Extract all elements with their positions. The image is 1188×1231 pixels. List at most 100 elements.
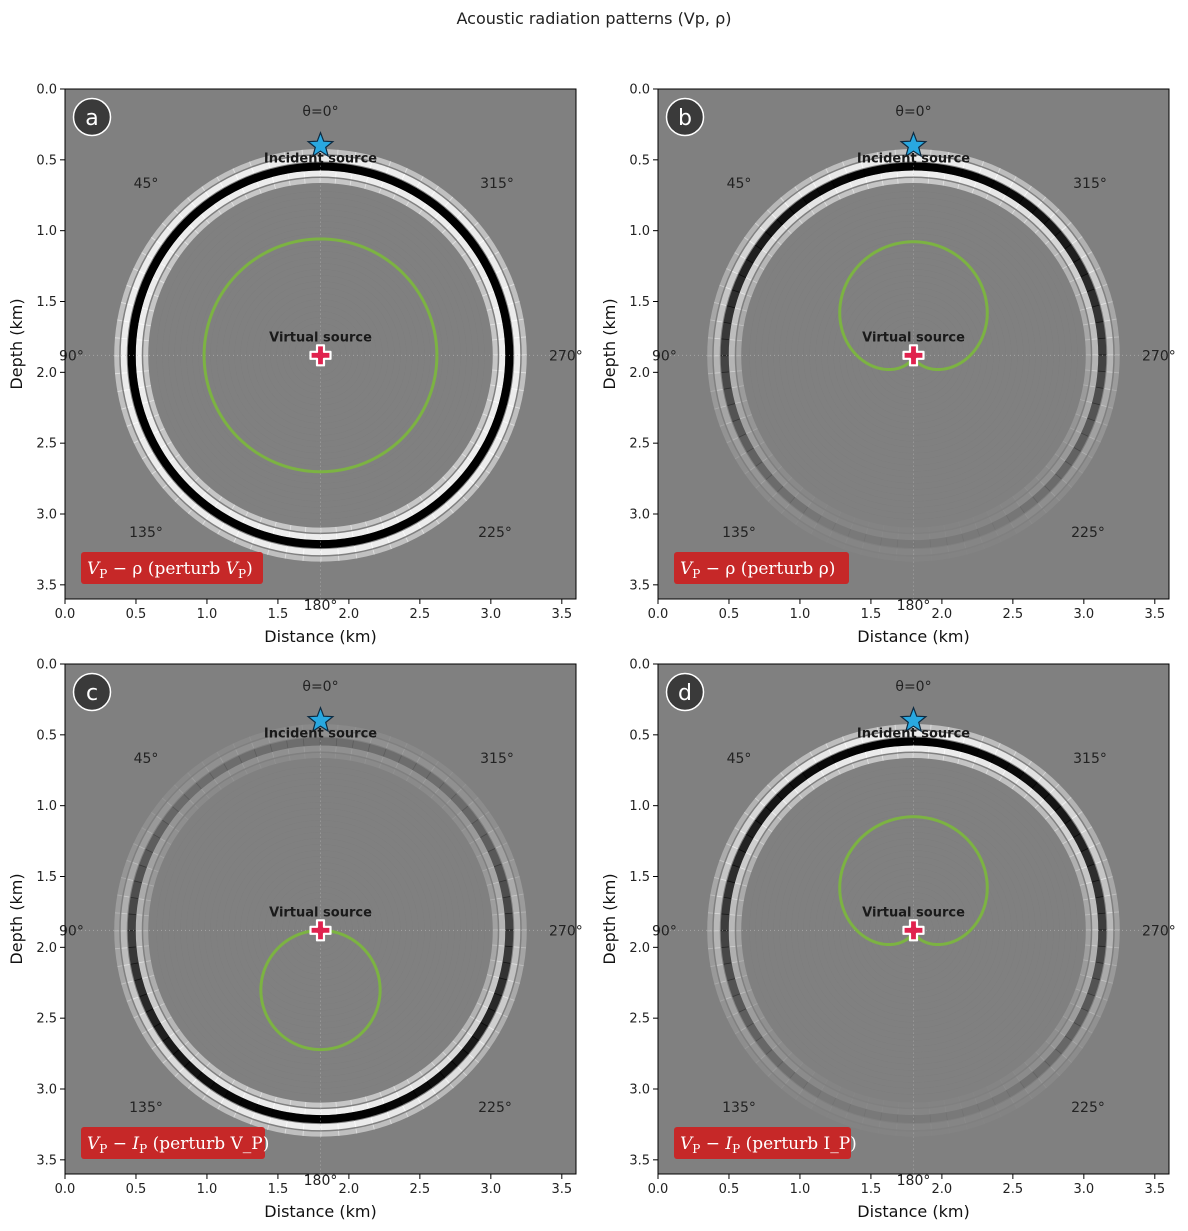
wavefront-segment <box>404 742 424 757</box>
wavefront-segment <box>114 355 121 375</box>
wavefront-segment <box>145 960 155 977</box>
wavefront-segment <box>744 470 760 489</box>
wavefront-segment <box>1102 858 1113 879</box>
wavefront-segment <box>802 1081 822 1098</box>
wavefront-segment <box>1055 1035 1072 1055</box>
wavefront-segment <box>729 945 738 964</box>
y-tick-label: 1.5 <box>629 870 650 885</box>
texture-ring <box>797 814 1030 1047</box>
wavefront-segment <box>474 1045 490 1063</box>
wavefront-segment <box>135 355 143 373</box>
texture-ring <box>258 293 383 418</box>
wavefront-segment <box>845 537 865 549</box>
wavefront-segment <box>1089 322 1098 340</box>
y-axis-label: Depth (km) <box>600 298 619 389</box>
wavefront-segment <box>731 882 741 901</box>
wavefront-segment <box>707 912 713 932</box>
wavefront-segment <box>1077 236 1093 255</box>
x-tick-label: 3.0 <box>1073 607 1094 622</box>
wavefront-segment <box>498 929 506 947</box>
caption-segment: V <box>87 559 101 579</box>
wavefront-segment <box>766 197 785 214</box>
wavefront-segment <box>1075 990 1088 1009</box>
wavefront-segment <box>195 772 215 790</box>
wavefront-segment <box>143 370 151 387</box>
wavefront-segment <box>121 320 130 340</box>
wavefront-segment <box>767 1072 785 1089</box>
wavefront-segment <box>303 548 322 556</box>
wavefront-segment <box>755 1036 773 1055</box>
wavefront-segment <box>777 485 796 504</box>
wavefront-segment <box>959 523 978 534</box>
wavefront-segment <box>138 386 149 404</box>
texture-ring <box>809 251 1018 460</box>
wavefront-segment <box>1087 402 1100 422</box>
wavefront-segment <box>878 1131 897 1133</box>
wavefront-segment <box>842 156 862 167</box>
angle-label-t90: 90° <box>59 348 84 364</box>
wavefront-segment <box>1067 1045 1083 1063</box>
texture-ring <box>869 886 958 975</box>
wavefront-segment <box>446 799 463 816</box>
wavefront-segment <box>898 529 914 530</box>
wavefront-segment <box>732 993 747 1013</box>
wavefront-segment <box>752 428 765 445</box>
wavefront-segment <box>997 167 1017 182</box>
wavefront-segment <box>739 991 752 1010</box>
angle-label-t135: 135° <box>722 1100 756 1116</box>
wavefront-segment <box>114 930 121 950</box>
wavefront-segment <box>1034 229 1050 245</box>
wavefront-segment <box>166 1016 180 1033</box>
wavefront-segment <box>302 1130 322 1137</box>
wavefront-segment <box>847 528 867 542</box>
wavefront-segment <box>720 355 730 373</box>
texture-ring <box>755 197 1072 514</box>
texture-ring <box>294 904 347 957</box>
wavefront-segment <box>511 894 520 914</box>
wavefront-segment <box>272 1103 291 1113</box>
wavefront-segment <box>468 801 485 820</box>
wavefront-segment <box>864 173 883 183</box>
wavefront-segment <box>1095 267 1108 287</box>
wavefront-segment <box>227 762 245 776</box>
angle-label-t225: 225° <box>478 525 512 541</box>
incident-source-label: Incident source <box>857 727 970 742</box>
x-tick-label: 0.5 <box>126 1182 147 1197</box>
wavefront-segment <box>746 280 758 298</box>
wavefront-segment <box>736 945 744 962</box>
wavefront-segment <box>114 319 123 339</box>
incident-source-star-icon <box>306 705 335 733</box>
wavefront-segment <box>723 305 736 325</box>
x-axis-label: Distance (km) <box>264 1202 376 1221</box>
wavefront-segment <box>714 859 725 880</box>
wavefront-segment <box>1075 868 1085 886</box>
wavefront-segment <box>287 746 305 755</box>
texture-ring <box>264 299 377 412</box>
wavefront-segment <box>1100 388 1111 408</box>
texture-ring <box>851 293 976 418</box>
wavefront-segment <box>496 370 505 388</box>
wavefront-segment <box>1080 992 1095 1012</box>
wavefront-segment <box>716 878 727 898</box>
wavefront-segment <box>336 537 355 548</box>
wavefront-segment <box>896 1123 915 1131</box>
angle-label-t270: 270° <box>549 348 583 364</box>
angle-label-t0: θ=0° <box>895 679 931 695</box>
wavefront-segment <box>518 371 527 392</box>
texture-ring <box>198 808 443 1053</box>
wavefront-segment <box>334 753 352 761</box>
texture-ring <box>300 910 341 951</box>
wavefront-segment <box>880 746 898 755</box>
wavefront-segment <box>1024 503 1043 519</box>
wavefront-segment <box>320 1114 339 1124</box>
figure-title: Acoustic radiation patterns (Vp, ρ) <box>457 9 732 28</box>
panels-container: θ=0° 45° 315° 90° 270° 135° 225° 180° Incident s… <box>7 83 1176 1222</box>
x-tick-label: 0.0 <box>648 607 669 622</box>
wavefront-segment <box>504 912 514 931</box>
panel-letter: c <box>86 681 98 706</box>
wavefront-segment <box>734 455 750 475</box>
y-tick-label: 2.5 <box>36 437 57 452</box>
wavefront-segment <box>755 461 773 480</box>
angle-label-t180: 180° <box>897 598 931 614</box>
x-tick-label: 0.5 <box>719 1182 740 1197</box>
